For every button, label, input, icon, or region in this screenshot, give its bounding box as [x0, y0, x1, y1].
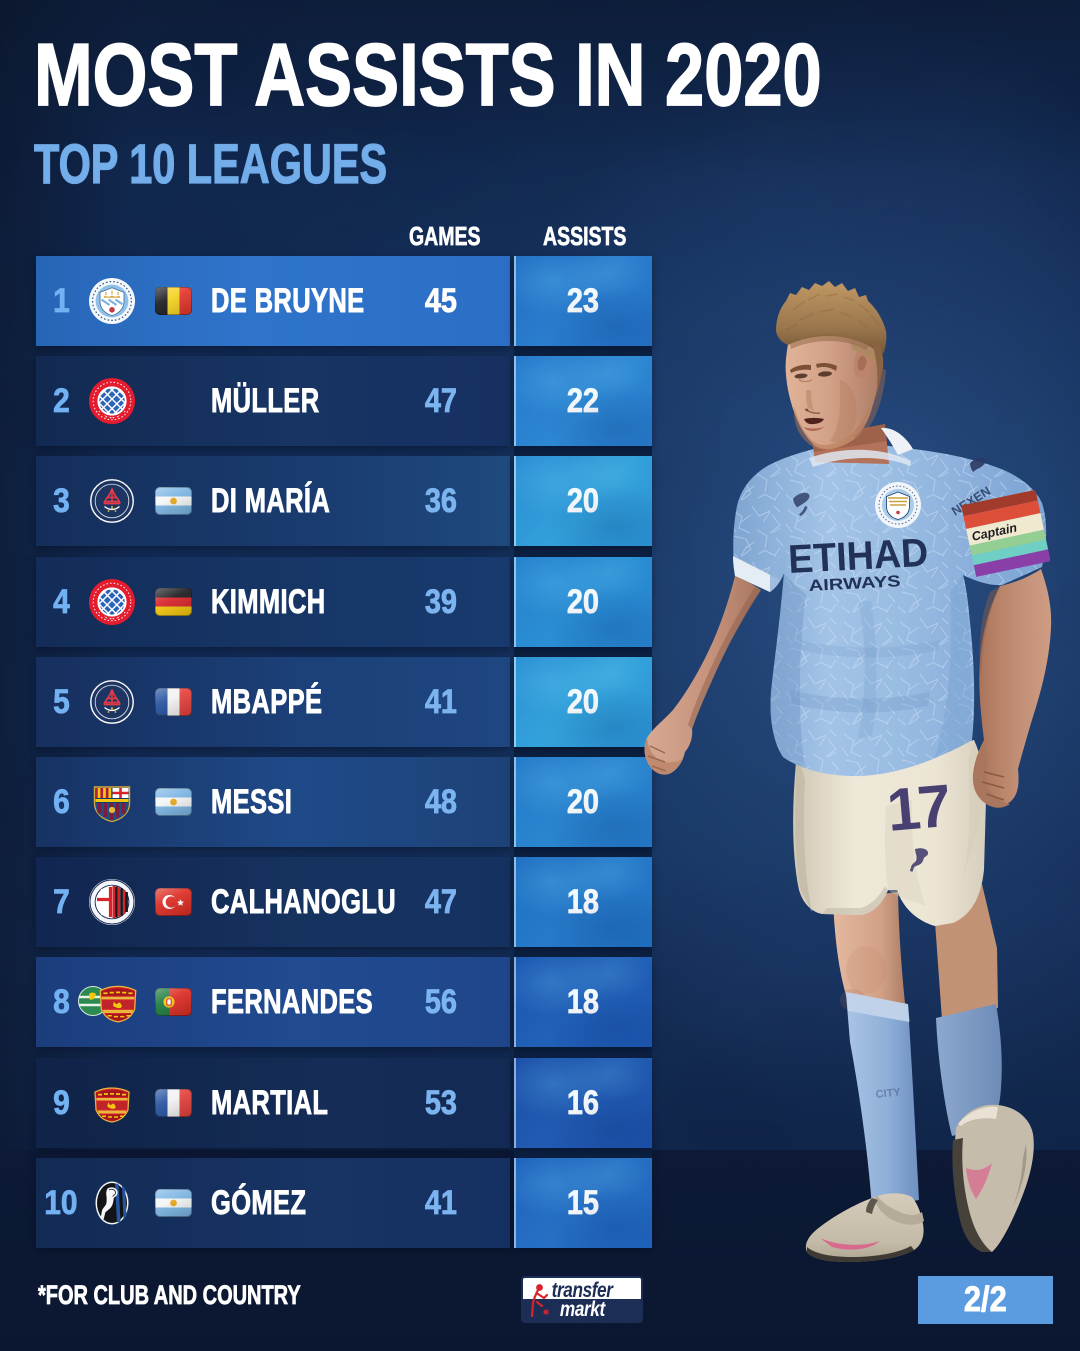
svg-text:AIRWAYS: AIRWAYS: [808, 573, 901, 595]
svg-text:ETIHAD: ETIHAD: [787, 531, 929, 582]
svg-text:17: 17: [884, 772, 954, 844]
svg-text:CITY: CITY: [875, 1086, 902, 1101]
